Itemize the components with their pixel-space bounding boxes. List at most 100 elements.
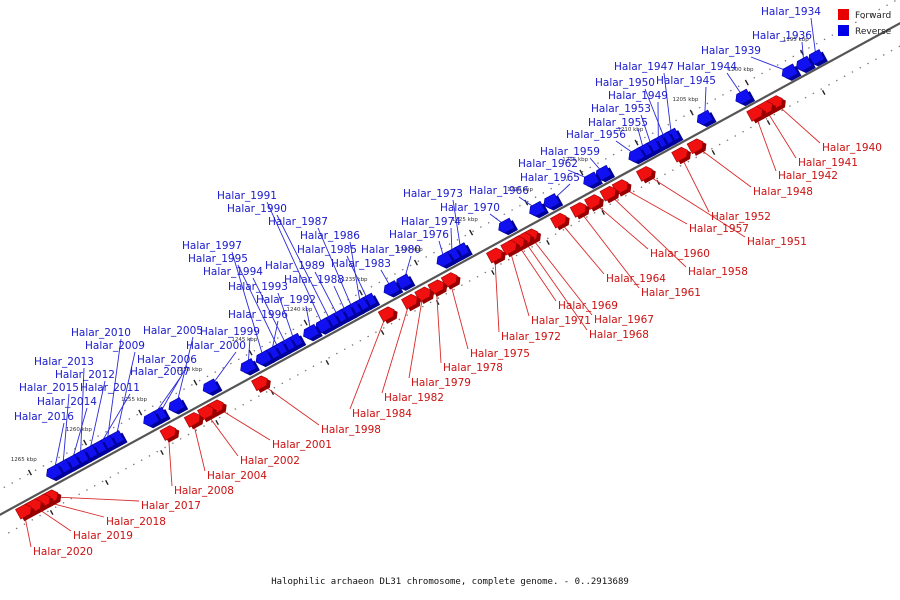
gene-label-halar-1948[interactable]: Halar_1948 bbox=[753, 186, 813, 198]
gene-label-halar-2002[interactable]: Halar_2002 bbox=[240, 455, 300, 467]
gene-label-halar-1952[interactable]: Halar_1952 bbox=[711, 211, 771, 223]
gene-arrow-halar-2005[interactable] bbox=[168, 397, 186, 413]
gene-label-halar-1947[interactable]: Halar_1947 bbox=[614, 61, 674, 73]
gene-arrow-halar-1961[interactable] bbox=[569, 202, 587, 218]
gene-arrow-halar-1945[interactable] bbox=[696, 109, 714, 126]
gene-arrow-halar-2020[interactable] bbox=[15, 503, 32, 520]
gene-arrow-halar-1952[interactable] bbox=[671, 146, 688, 163]
gene-label-halar-1970[interactable]: Halar_1970 bbox=[440, 202, 500, 214]
gene-arrow-halar-1936[interactable] bbox=[796, 55, 813, 72]
gene-label-halar-1953[interactable]: Halar_1953 bbox=[591, 103, 651, 115]
gene-arrow-halar-1984[interactable] bbox=[377, 306, 395, 323]
gene-label-halar-1986[interactable]: Halar_1986 bbox=[300, 230, 360, 242]
gene-label-halar-1964[interactable]: Halar_1964 bbox=[606, 273, 666, 285]
gene-label-halar-1956[interactable]: Halar_1956 bbox=[566, 129, 626, 141]
gene-label-halar-1962[interactable]: Halar_1962 bbox=[518, 158, 578, 170]
gene-label-halar-1945[interactable]: Halar_1945 bbox=[656, 75, 716, 87]
gene-arrow-halar-2000[interactable] bbox=[202, 378, 220, 395]
gene-label-halar-1940[interactable]: Halar_1940 bbox=[822, 142, 882, 154]
gene-label-halar-2007[interactable]: Halar_2007 bbox=[130, 366, 190, 378]
gene-arrow-halar-1965[interactable] bbox=[543, 193, 561, 209]
gene-label-halar-1993[interactable]: Halar_1993 bbox=[228, 281, 288, 293]
gene-label-halar-1961[interactable]: Halar_1961 bbox=[641, 287, 701, 299]
gene-label-halar-1974[interactable]: Halar_1974 bbox=[401, 216, 461, 228]
gene-label-halar-1996[interactable]: Halar_1996 bbox=[228, 309, 288, 321]
gene-arrow-halar-1997[interactable] bbox=[255, 349, 273, 366]
gene-label-halar-1980[interactable]: Halar_1980 bbox=[361, 244, 421, 256]
gene-label-halar-2016[interactable]: Halar_2016 bbox=[14, 411, 74, 423]
gene-arrow-halar-1992[interactable] bbox=[303, 323, 320, 340]
gene-label-halar-2017[interactable]: Halar_2017 bbox=[141, 500, 201, 512]
gene-label-halar-1959[interactable]: Halar_1959 bbox=[540, 146, 600, 158]
gene-label-halar-1955[interactable]: Halar_1955 bbox=[588, 117, 648, 129]
gene-arrow-halar-1942[interactable] bbox=[746, 106, 763, 122]
gene-arrow-halar-1962[interactable] bbox=[583, 171, 600, 188]
gene-arrow-halar-1976[interactable] bbox=[436, 251, 454, 267]
gene-label-halar-2011[interactable]: Halar_2011 bbox=[80, 382, 140, 394]
gene-arrow-halar-2016[interactable] bbox=[46, 463, 63, 480]
gene-label-halar-2004[interactable]: Halar_2004 bbox=[207, 470, 267, 482]
gene-label-halar-2020[interactable]: Halar_2020 bbox=[33, 546, 93, 558]
gene-label-halar-1975[interactable]: Halar_1975 bbox=[470, 348, 530, 360]
gene-arrow-halar-1956[interactable] bbox=[628, 146, 646, 163]
gene-label-halar-1994[interactable]: Halar_1994 bbox=[203, 266, 263, 278]
gene-label-halar-2015[interactable]: Halar_2015 bbox=[19, 382, 79, 394]
gene-arrow-halar-1958[interactable] bbox=[599, 185, 617, 202]
gene-label-halar-1966[interactable]: Halar_1966 bbox=[469, 185, 529, 197]
gene-arrow-halar-2007[interactable] bbox=[143, 410, 160, 427]
gene-label-halar-2008[interactable]: Halar_2008 bbox=[174, 485, 234, 497]
gene-label-halar-2005[interactable]: Halar_2005 bbox=[143, 325, 203, 337]
gene-arrow-halar-1964[interactable] bbox=[549, 212, 567, 229]
gene-label-halar-2001[interactable]: Halar_2001 bbox=[272, 439, 332, 451]
gene-label-halar-1972[interactable]: Halar_1972 bbox=[501, 331, 561, 343]
gene-arrow-halar-1999[interactable] bbox=[240, 358, 257, 374]
gene-arrow-halar-2008[interactable] bbox=[159, 425, 177, 441]
gene-label-halar-1942[interactable]: Halar_1942 bbox=[778, 170, 838, 182]
gene-label-halar-1965[interactable]: Halar_1965 bbox=[520, 172, 580, 184]
gene-label-halar-1978[interactable]: Halar_1978 bbox=[443, 362, 503, 374]
gene-label-halar-2012[interactable]: Halar_2012 bbox=[55, 369, 115, 381]
gene-label-halar-1976[interactable]: Halar_1976 bbox=[389, 229, 449, 241]
gene-label-halar-1999[interactable]: Halar_1999 bbox=[200, 326, 260, 338]
gene-label-halar-1960[interactable]: Halar_1960 bbox=[650, 248, 710, 260]
gene-label-halar-1944[interactable]: Halar_1944 bbox=[677, 61, 737, 73]
gene-arrow-halar-1966[interactable] bbox=[529, 200, 546, 217]
gene-label-halar-2000[interactable]: Halar_2000 bbox=[186, 340, 246, 352]
gene-label-halar-1969[interactable]: Halar_1969 bbox=[558, 300, 618, 312]
gene-label-halar-1941[interactable]: Halar_1941 bbox=[798, 157, 858, 169]
gene-label-halar-1968[interactable]: Halar_1968 bbox=[589, 329, 649, 341]
gene-arrow-halar-1939[interactable] bbox=[781, 63, 799, 80]
gene-arrow-halar-1972[interactable] bbox=[485, 247, 503, 264]
gene-label-halar-2014[interactable]: Halar_2014 bbox=[37, 396, 97, 408]
gene-arrow-halar-1998[interactable] bbox=[251, 375, 268, 392]
gene-label-halar-1939[interactable]: Halar_1939 bbox=[701, 45, 761, 57]
gene-label-halar-1990[interactable]: Halar_1990 bbox=[227, 203, 287, 215]
gene-label-halar-1984[interactable]: Halar_1984 bbox=[352, 408, 412, 420]
gene-label-halar-2018[interactable]: Halar_2018 bbox=[106, 516, 166, 528]
gene-label-halar-1995[interactable]: Halar_1995 bbox=[188, 253, 248, 265]
gene-label-halar-1967[interactable]: Halar_1967 bbox=[594, 314, 654, 326]
gene-label-halar-1973[interactable]: Halar_1973 bbox=[403, 188, 463, 200]
gene-label-halar-1985[interactable]: Halar_1985 bbox=[297, 244, 357, 256]
gene-arrow-halar-1983[interactable] bbox=[383, 280, 401, 296]
gene-label-halar-1991[interactable]: Halar_1991 bbox=[217, 190, 277, 202]
gene-arrow-halar-1948[interactable] bbox=[686, 138, 704, 155]
gene-label-halar-1951[interactable]: Halar_1951 bbox=[747, 236, 807, 248]
gene-label-halar-1971[interactable]: Halar_1971 bbox=[531, 315, 591, 327]
gene-label-halar-2009[interactable]: Halar_2009 bbox=[85, 340, 145, 352]
gene-arrow-halar-1951[interactable] bbox=[635, 166, 653, 182]
gene-arrow-halar-1970[interactable] bbox=[498, 217, 515, 234]
gene-label-halar-1957[interactable]: Halar_1957 bbox=[689, 223, 749, 235]
gene-label-halar-1988[interactable]: Halar_1988 bbox=[284, 274, 344, 286]
gene-label-halar-2013[interactable]: Halar_2013 bbox=[34, 356, 94, 368]
gene-label-halar-1949[interactable]: Halar_1949 bbox=[608, 90, 668, 102]
gene-label-halar-2006[interactable]: Halar_2006 bbox=[137, 354, 197, 366]
gene-label-halar-1998[interactable]: Halar_1998 bbox=[321, 424, 381, 436]
gene-label-halar-2010[interactable]: Halar_2010 bbox=[71, 327, 131, 339]
gene-arrow-halar-1944[interactable] bbox=[735, 88, 753, 105]
gene-label-halar-2019[interactable]: Halar_2019 bbox=[73, 530, 133, 542]
gene-label-halar-1950[interactable]: Halar_1950 bbox=[595, 77, 655, 89]
gene-label-halar-1934[interactable]: Halar_1934 bbox=[761, 6, 821, 18]
gene-label-halar-1987[interactable]: Halar_1987 bbox=[268, 216, 328, 228]
gene-label-halar-1983[interactable]: Halar_1983 bbox=[331, 258, 391, 270]
